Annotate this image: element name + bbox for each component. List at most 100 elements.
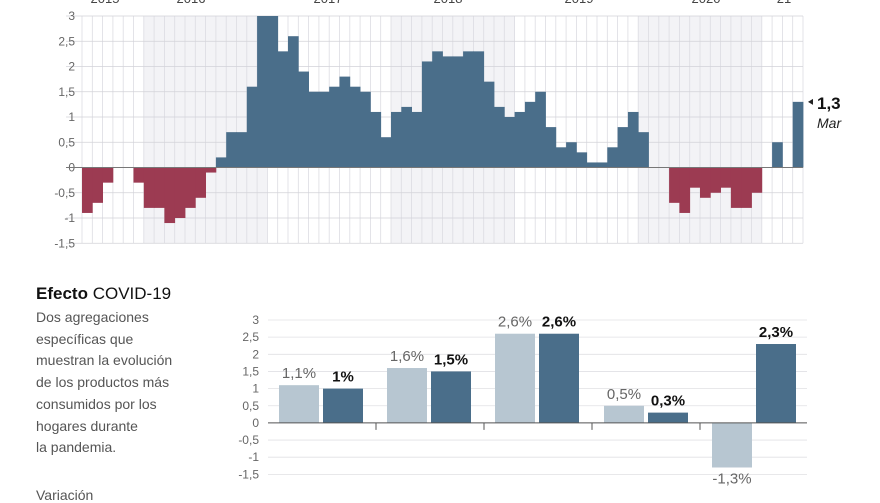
comparison-bar (431, 371, 471, 423)
bar (617, 127, 629, 168)
comparison-bar (323, 388, 363, 423)
bar (339, 76, 351, 168)
bar (154, 167, 165, 208)
y-tick-label: 1 (252, 382, 259, 396)
description-line: muestran la evolución (36, 352, 173, 369)
bar (638, 132, 649, 168)
bar (164, 167, 176, 224)
bar (401, 106, 412, 168)
comparison-bar (756, 344, 796, 423)
bar (504, 117, 515, 168)
bar (329, 86, 340, 168)
bar-value-label: -1,3% (712, 470, 751, 487)
bar (720, 167, 732, 188)
y-tick-label: -1 (248, 450, 259, 464)
bar (679, 167, 691, 213)
covid-effect-title-bold: Efecto (36, 284, 88, 303)
bar-value-label: 0,3% (651, 393, 685, 410)
comparison-bar (539, 333, 579, 423)
y-tick-label: -1,5 (54, 236, 75, 250)
bar-value-label: 2,6% (542, 314, 576, 331)
y-tick-label: -1,5 (238, 467, 259, 481)
monthly-variation-chart: 32,521,510,50-0,5-1-1,520152016201720182… (54, 0, 842, 250)
y-tick-label: 2,5 (58, 34, 75, 48)
bar (741, 167, 752, 208)
y-tick-label: 2 (68, 60, 75, 74)
description-line: específicas que (36, 330, 134, 347)
pointer-arrow (808, 98, 813, 105)
bar (576, 152, 588, 168)
bar (236, 132, 248, 168)
bar (442, 56, 454, 168)
bar (226, 132, 237, 168)
y-tick-label: -0,5 (238, 433, 259, 447)
bar (710, 167, 721, 193)
bar (380, 137, 392, 168)
covid-effect-chart: 3 2,5 2 1,5 1 0,5 0 -0,5 -1 -1,5 1,1% 1% 1,6% 1,5% 2,6… (238, 313, 807, 487)
bar (195, 167, 206, 198)
bar (473, 51, 485, 168)
bar (545, 127, 557, 168)
bar (370, 111, 382, 168)
bar-value-label: 2,3% (759, 324, 793, 341)
description-line: de los productos más (36, 374, 170, 391)
y-tick-label: 1 (68, 110, 75, 124)
y-tick-label: 0 (252, 416, 259, 430)
y-tick-label: 0,5 (242, 399, 259, 413)
x-tick-label: 2015 (91, 0, 120, 6)
bar (555, 147, 567, 168)
y-tick-label: 1,5 (242, 364, 259, 378)
description-line: hogares durante (36, 417, 138, 434)
bar (535, 91, 546, 168)
bar (607, 147, 618, 168)
bar (689, 167, 701, 188)
covid-effect-title: Efecto COVID-19 (36, 284, 171, 304)
bar (483, 81, 495, 168)
y-tick-label: 3 (252, 313, 259, 327)
y-tick-label: 1,5 (58, 85, 75, 99)
bar-value-label: 2,6% (498, 314, 532, 331)
bar (185, 167, 196, 208)
bar (494, 106, 505, 168)
comparison-bar (604, 405, 644, 423)
y-tick-label: 2 (252, 347, 259, 361)
description-line: la pandemia. (36, 439, 117, 456)
covid-effect-title-rest: COVID-19 (87, 284, 172, 303)
x-tick-label: 2018 (434, 0, 463, 6)
y-tick-label: -0,5 (54, 186, 75, 200)
bar (277, 51, 289, 168)
bar (298, 71, 309, 168)
bar (102, 167, 114, 183)
bar (133, 167, 145, 183)
bar (246, 86, 258, 168)
bar (411, 111, 423, 168)
bar (215, 157, 227, 168)
variation-label: Variación (36, 487, 94, 503)
bar-value-label: 0,5% (607, 386, 641, 403)
bar (463, 51, 474, 168)
bar (586, 162, 598, 168)
last-month-label: Mar (817, 115, 842, 131)
bar (669, 167, 680, 203)
bar (597, 162, 608, 168)
bar (174, 167, 186, 218)
bar (205, 167, 217, 173)
comparison-bar (387, 368, 427, 423)
bar (524, 101, 536, 168)
description-line: Dos agregaciones (36, 309, 149, 325)
bar (308, 91, 320, 168)
covid-effect-description: Dos agregaciones específicas que muestra… (36, 307, 206, 459)
bar (421, 61, 433, 168)
y-tick-label: 0,5 (58, 135, 75, 149)
bar-value-label: 1% (332, 369, 354, 386)
bar (730, 167, 742, 208)
bar (566, 142, 577, 168)
bar (792, 101, 804, 168)
comparison-bar (712, 422, 752, 468)
bar (143, 167, 155, 208)
y-tick-label: 2,5 (242, 330, 259, 344)
bar-value-label: 1,6% (390, 348, 424, 365)
bar (391, 111, 402, 168)
x-tick-label: 2020 (692, 0, 721, 6)
